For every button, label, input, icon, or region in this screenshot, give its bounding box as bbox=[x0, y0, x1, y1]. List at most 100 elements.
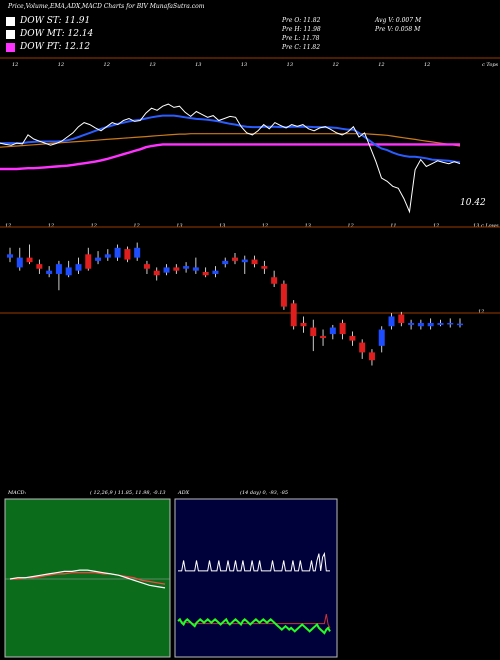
legend-label-pt: DOW PT: 12.12 bbox=[20, 42, 91, 52]
candle-bull bbox=[192, 267, 199, 271]
legend-dow-st: DOW ST: 11.91 bbox=[6, 16, 90, 26]
dow-pt-line bbox=[0, 143, 460, 171]
macd-signal-line bbox=[10, 572, 166, 585]
candle-bear bbox=[261, 266, 268, 269]
adx-panel bbox=[175, 499, 337, 657]
legend-dow-pt: DOW PT: 12.12 bbox=[6, 42, 90, 52]
candle-bear bbox=[124, 249, 131, 260]
candle-bear bbox=[251, 259, 258, 265]
adx-label: ADX bbox=[178, 490, 190, 496]
candle-bear bbox=[143, 264, 150, 269]
top-tick-9: 12 bbox=[424, 62, 431, 68]
bottom-tick-6: 12 bbox=[261, 223, 269, 229]
candle-bull bbox=[65, 267, 72, 276]
price-line bbox=[0, 103, 461, 214]
ohlc-low: Pre L: 11.78 bbox=[282, 35, 320, 42]
candle-bear bbox=[349, 336, 356, 341]
ohlc-close: Pre C: 11.82 bbox=[282, 44, 321, 51]
candle-bear bbox=[271, 277, 278, 284]
bottom-tick-9: 11 bbox=[390, 223, 397, 229]
candle-bear bbox=[280, 283, 287, 307]
candle-bull bbox=[417, 322, 424, 327]
legend-label-mt: DOW MT: 12.14 bbox=[20, 29, 94, 39]
candle-bear bbox=[398, 314, 405, 323]
candle-bull bbox=[95, 257, 102, 261]
candle-bear bbox=[320, 336, 327, 339]
top-tick-2: 12 bbox=[103, 62, 110, 68]
adx-panel-border bbox=[174, 498, 338, 658]
candle-bear bbox=[339, 322, 346, 335]
bottom-tick-7: 13 bbox=[304, 223, 311, 229]
candle-bear bbox=[368, 352, 375, 361]
candle-bull bbox=[222, 260, 229, 265]
last-price-label: 10.42 bbox=[460, 198, 486, 208]
candle-bull bbox=[378, 329, 385, 346]
candle-bull bbox=[388, 316, 395, 327]
legend-swatch-mt bbox=[6, 29, 15, 39]
top-tick-8: 12 bbox=[378, 62, 385, 68]
adx-params: (14 day) 0, -93, -85 bbox=[240, 490, 289, 496]
candle-bear bbox=[290, 303, 297, 327]
candle-bull bbox=[329, 327, 336, 335]
candle-level-label: 12 bbox=[478, 309, 485, 315]
macd-params: ( 12,26,9 ) 11.85, 11.98, -0.13 bbox=[90, 490, 166, 496]
bottom-tick-8: 12 bbox=[347, 223, 354, 229]
bottom-tick-0: 12 bbox=[5, 223, 12, 229]
adx-plus-di-line bbox=[178, 551, 330, 572]
macd-lines bbox=[5, 569, 170, 589]
candle-bull bbox=[55, 264, 62, 274]
bottom-tick-4: 13 bbox=[176, 223, 183, 229]
candle-bull bbox=[437, 322, 444, 325]
bottom-tick-2: 12 bbox=[90, 223, 97, 229]
legend-swatch-st bbox=[6, 16, 15, 26]
candle-bull bbox=[212, 270, 219, 274]
candle-bull bbox=[46, 270, 53, 274]
legend-dow-mt: DOW MT: 12.14 bbox=[6, 29, 93, 39]
top-tick-6: 13 bbox=[286, 62, 294, 68]
candle-bear bbox=[232, 257, 238, 261]
avg-volume: Avg V: 0.007 M bbox=[375, 17, 422, 24]
top-tick-4: 13 bbox=[195, 62, 202, 68]
candle-bull bbox=[134, 247, 141, 258]
candle-bull bbox=[408, 322, 415, 325]
candle-bull bbox=[114, 247, 121, 258]
candle-bear bbox=[359, 342, 366, 353]
candle-bull bbox=[104, 254, 111, 258]
ema-fast-line bbox=[0, 114, 461, 164]
candle-bear bbox=[173, 267, 180, 271]
top-tick-3: 13 bbox=[149, 62, 156, 68]
candle-bear bbox=[85, 254, 92, 269]
bottom-tick-3: 12 bbox=[133, 223, 140, 229]
ohlc-high: Pre H: 11.98 bbox=[282, 26, 321, 33]
chart-title: Price,Volume,EMA,ADX,MACD Charts for BIV… bbox=[8, 3, 205, 10]
macd-label: MACD: bbox=[8, 490, 27, 496]
tops-label: c Tops bbox=[482, 62, 499, 68]
candle-bull bbox=[447, 322, 454, 325]
candle-bear bbox=[300, 322, 307, 327]
adx-line bbox=[178, 614, 331, 629]
candle-bull bbox=[241, 259, 248, 263]
candle-bull bbox=[16, 257, 23, 268]
candle-bear bbox=[153, 270, 160, 276]
pre-volume: Pre V: 0.058 M bbox=[375, 26, 421, 33]
top-tick-1: 12 bbox=[57, 62, 65, 68]
candle-bull bbox=[427, 322, 434, 327]
bottom-tick-10: 12 bbox=[433, 223, 440, 229]
legend-label-st: DOW ST: 11.91 bbox=[20, 16, 91, 26]
top-tick-0: 12 bbox=[12, 62, 19, 68]
macd-line bbox=[9, 569, 166, 589]
candle-bear bbox=[310, 327, 317, 337]
top-tick-7: 12 bbox=[332, 62, 339, 68]
candle-bear bbox=[36, 264, 43, 269]
bottom-tick-5: 13 bbox=[219, 223, 226, 229]
macd-panel-border bbox=[4, 498, 171, 658]
adx-minus-di-line bbox=[177, 617, 331, 635]
legend-swatch-pt bbox=[6, 42, 15, 52]
bottom-tick-1: 12 bbox=[47, 223, 55, 229]
adx-lines bbox=[177, 551, 331, 635]
candle-bull bbox=[183, 266, 190, 269]
candle-bull bbox=[163, 267, 170, 273]
candle-bear bbox=[202, 271, 209, 276]
price-lines bbox=[0, 103, 461, 214]
